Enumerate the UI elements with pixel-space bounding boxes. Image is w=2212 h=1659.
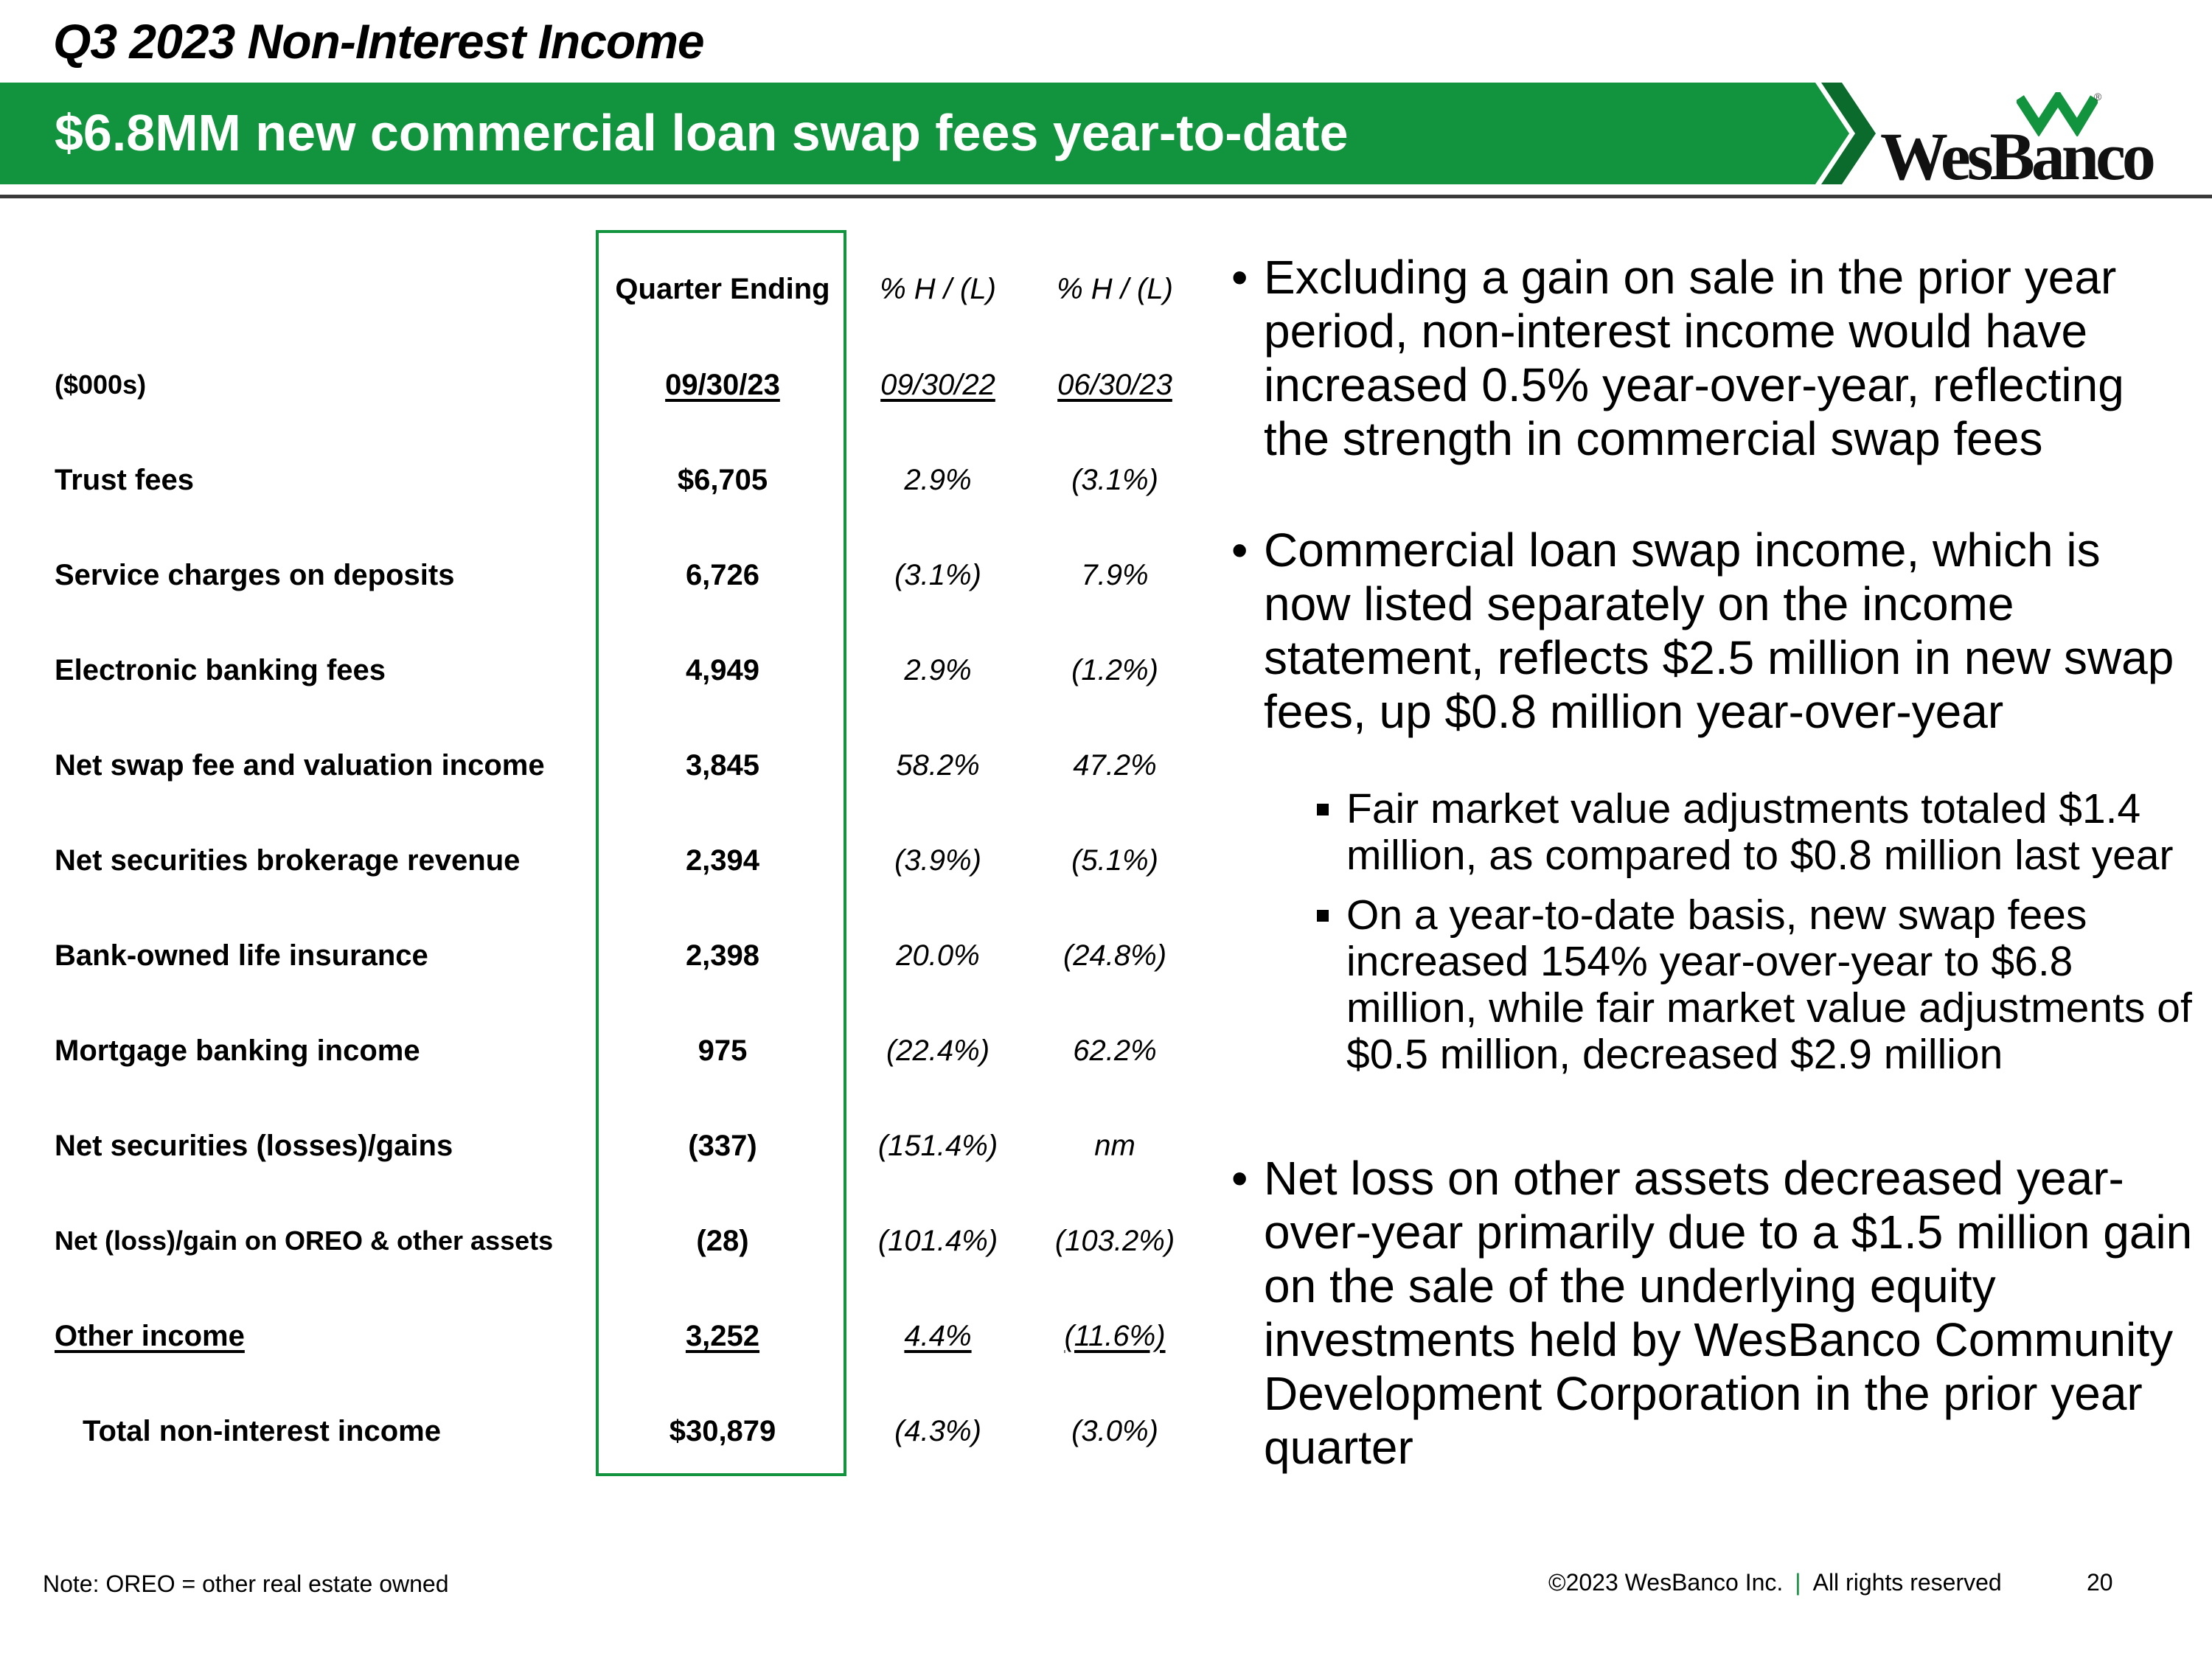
row-label: Other income — [55, 1320, 245, 1352]
row-label: Net swap fee and valuation income — [55, 749, 545, 782]
row-pct-qoq: (5.1%) — [1071, 844, 1158, 877]
row-label: Bank-owned life insurance — [55, 939, 428, 972]
table-row: Other income 3,252 4.4% (11.6%) — [0, 1307, 1209, 1366]
row-label: Trust fees — [55, 464, 194, 496]
wesbanco-logo: ® WesBanco — [1873, 85, 2183, 194]
row-pct-qoq: 62.2% — [1073, 1034, 1157, 1067]
table-row: Net securities (losses)/gains (337) (151… — [0, 1116, 1209, 1175]
header-pct-change-1: % H / (L) — [880, 273, 996, 305]
header-pct-change-2: % H / (L) — [1057, 273, 1173, 305]
row-value: (28) — [696, 1225, 749, 1257]
footer-separator: | — [1795, 1569, 1801, 1596]
row-value: 2,394 — [685, 844, 760, 877]
row-label: Net (loss)/gain on OREO & other assets — [55, 1225, 554, 1256]
row-pct-qoq: 7.9% — [1081, 559, 1149, 591]
table-row: Electronic banking fees 4,949 2.9% (1.2%… — [0, 641, 1209, 700]
date-current-quarter: 09/30/23 — [665, 369, 780, 401]
row-label: Net securities (losses)/gains — [55, 1130, 453, 1162]
table-row: Bank-owned life insurance 2,398 20.0% (2… — [0, 926, 1209, 985]
commentary-bullets: • Excluding a gain on sale in the prior … — [1231, 251, 2197, 1475]
bullet-item: • Commercial loan swap income, which is … — [1231, 524, 2197, 739]
banner-shape — [0, 83, 1876, 184]
quarter-column-highlight — [596, 230, 846, 1476]
bullet-dot-icon: • — [1231, 1152, 1248, 1205]
copyright-text: ©2023 WesBanco Inc. — [1548, 1569, 1784, 1596]
sub-bullet-text: On a year-to-date basis, new swap fees i… — [1346, 891, 2192, 1078]
row-value: $6,705 — [677, 464, 768, 496]
header-divider — [0, 195, 2212, 198]
rights-text: All rights reserved — [1812, 1569, 2002, 1596]
page-number: 20 — [2087, 1569, 2113, 1596]
bullet-item: • Excluding a gain on sale in the prior … — [1231, 251, 2197, 466]
square-bullet-icon — [1317, 910, 1329, 922]
table-header-row: Quarter Ending % H / (L) % H / (L) — [0, 260, 1209, 319]
table-row: Net securities brokerage revenue 2,394 (… — [0, 831, 1209, 890]
table-total-row: Total non-interest income $30,879 (4.3%)… — [0, 1402, 1209, 1461]
row-pct-qoq: (1.2%) — [1071, 654, 1158, 686]
square-bullet-icon — [1317, 804, 1329, 815]
bullet-item: • Net loss on other assets decreased yea… — [1231, 1152, 2197, 1475]
row-label: Electronic banking fees — [55, 654, 386, 686]
row-pct-qoq: (11.6%) — [1064, 1320, 1166, 1352]
footer-copyright: ©2023 WesBanco Inc. | All rights reserved — [1548, 1569, 2002, 1596]
row-pct-yoy: (151.4%) — [877, 1130, 998, 1162]
row-value: 3,845 — [685, 749, 760, 782]
total-pct-yoy: (4.3%) — [894, 1415, 981, 1447]
total-value: $30,879 — [669, 1415, 776, 1447]
page-title: Q3 2023 Non-Interest Income — [53, 14, 705, 69]
bullet-text: Commercial loan swap income, which is no… — [1264, 524, 2174, 738]
table-row: Mortgage banking income 975 (22.4%) 62.2… — [0, 1021, 1209, 1080]
row-value: (337) — [688, 1130, 757, 1162]
header-quarter-ending: Quarter Ending — [615, 273, 830, 305]
row-value: 975 — [698, 1034, 748, 1067]
bullet-dot-icon: • — [1231, 251, 1248, 304]
date-prior-quarter: 06/30/23 — [1057, 369, 1172, 401]
row-pct-qoq: (3.1%) — [1071, 464, 1158, 496]
bullet-text: Excluding a gain on sale in the prior ye… — [1264, 251, 2124, 465]
banner-headline: $6.8MM new commercial loan swap fees yea… — [55, 104, 1349, 161]
title-banner: $6.8MM new commercial loan swap fees yea… — [0, 83, 1880, 184]
row-pct-yoy: (101.4%) — [877, 1225, 998, 1257]
footer-note: Note: OREO = other real estate owned — [43, 1571, 449, 1597]
row-pct-yoy: (22.4%) — [886, 1034, 990, 1067]
row-value: 3,252 — [685, 1320, 760, 1352]
sub-bullet-text: Fair market value adjustments totaled $1… — [1346, 785, 2174, 879]
row-pct-qoq: (24.8%) — [1062, 939, 1167, 972]
table-row: Net (loss)/gain on OREO & other assets (… — [0, 1211, 1209, 1270]
row-pct-yoy: (3.9%) — [894, 844, 981, 877]
logo-wordmark: WesBanco — [1880, 119, 2156, 194]
bullet-text: Net loss on other assets decreased year-… — [1264, 1152, 2193, 1474]
table-date-row: ($000s) 09/30/23 09/30/22 06/30/23 — [0, 355, 1209, 414]
units-label: ($000s) — [55, 369, 147, 400]
row-pct-yoy: 2.9% — [904, 464, 972, 496]
row-pct-yoy: 20.0% — [896, 939, 980, 972]
logo-registered-mark: ® — [2094, 91, 2102, 102]
row-pct-qoq: nm — [1094, 1130, 1135, 1162]
row-pct-yoy: (3.1%) — [894, 559, 981, 591]
row-label: Mortgage banking income — [55, 1034, 420, 1067]
logo-chevron-icon — [2017, 92, 2098, 136]
row-value: 2,398 — [685, 939, 760, 972]
table-row: Net swap fee and valuation income 3,845 … — [0, 736, 1209, 795]
row-pct-yoy: 4.4% — [904, 1320, 972, 1352]
row-value: 4,949 — [685, 654, 760, 686]
row-pct-qoq: 47.2% — [1073, 749, 1157, 782]
date-prior-year: 09/30/22 — [880, 369, 995, 401]
sub-bullet-item: Fair market value adjustments totaled $1… — [1231, 786, 2197, 879]
row-label: Service charges on deposits — [55, 559, 455, 591]
row-pct-yoy: 58.2% — [896, 749, 980, 782]
total-pct-qoq: (3.0%) — [1071, 1415, 1158, 1447]
row-pct-yoy: 2.9% — [904, 654, 972, 686]
total-label: Total non-interest income — [83, 1415, 441, 1447]
sub-bullet-item: On a year-to-date basis, new swap fees i… — [1231, 892, 2197, 1078]
bullet-dot-icon: • — [1231, 524, 1248, 577]
row-value: 6,726 — [685, 559, 760, 591]
row-pct-qoq: (103.2%) — [1054, 1225, 1175, 1257]
table-row: Service charges on deposits 6,726 (3.1%)… — [0, 546, 1209, 605]
table-row: Trust fees $6,705 2.9% (3.1%) — [0, 451, 1209, 509]
row-label: Net securities brokerage revenue — [55, 844, 521, 877]
